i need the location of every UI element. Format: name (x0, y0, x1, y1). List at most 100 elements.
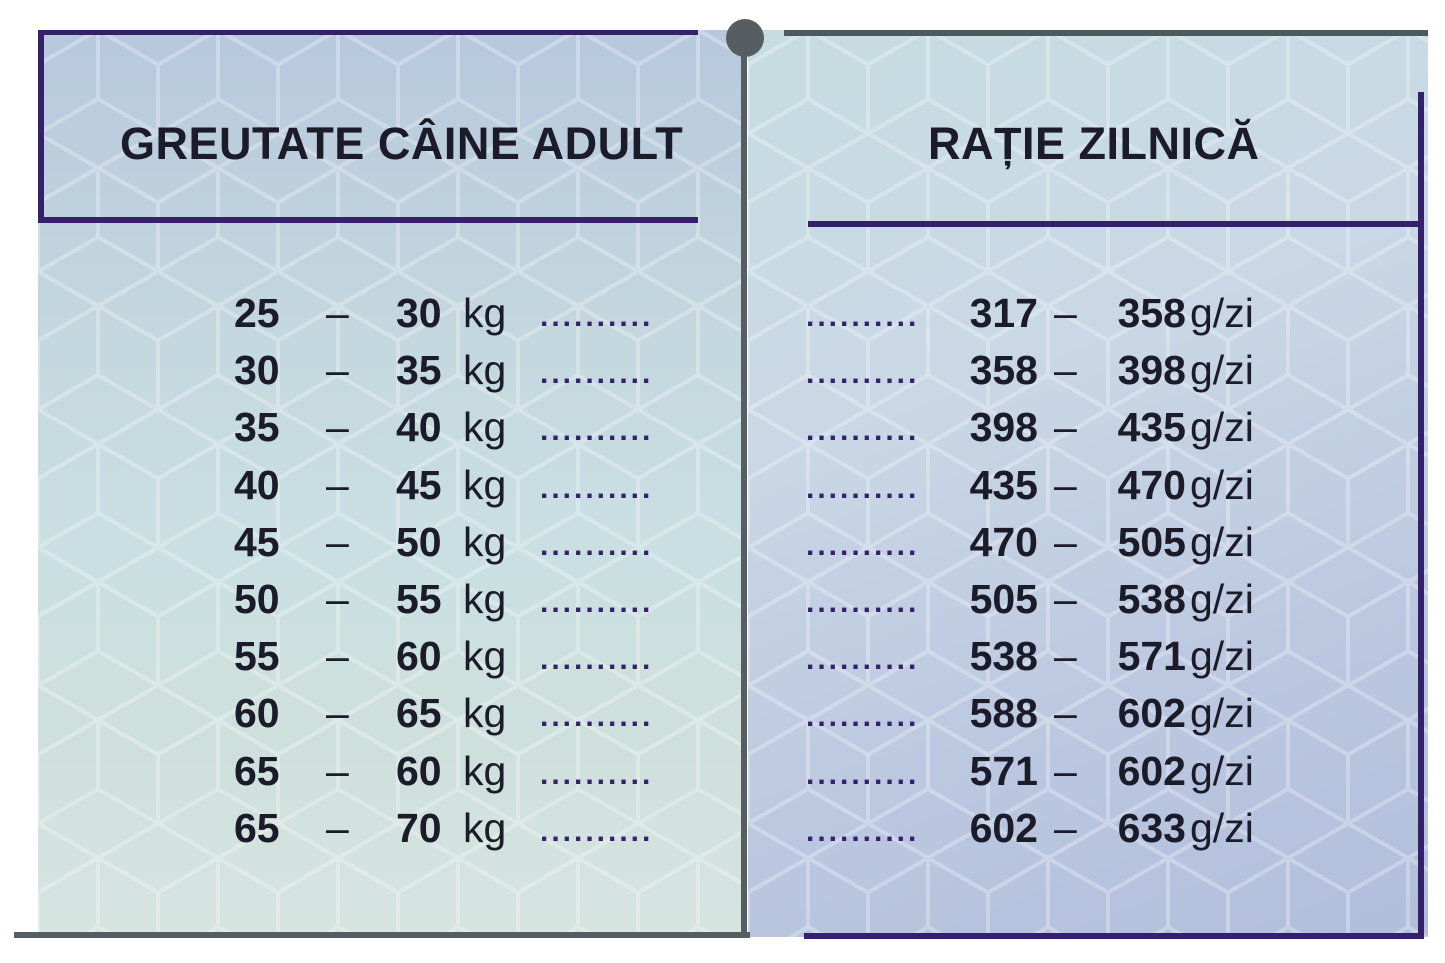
table-row: 30–35 kg.................... 358–398 g/zi (0, 347, 1445, 403)
leader-dots-left: .......... (540, 528, 654, 562)
ration-from: 602 (969, 804, 1038, 851)
table-row: 65–60 kg.................... 571–602 g/zi (0, 748, 1445, 804)
left-header-frame (38, 30, 698, 223)
leader-dots-right: .......... (806, 471, 920, 505)
weight-from: 40 (234, 461, 280, 508)
header-dog-weight: GREUTATE CÂINE ADULT (120, 118, 684, 169)
leader-dots-right: .......... (806, 528, 920, 562)
ration-to: 633 (1117, 804, 1186, 851)
weight-dash: – (326, 347, 349, 394)
weight-dash: – (326, 690, 349, 737)
weight-to: 45 (396, 461, 442, 508)
weight-from: 60 (234, 690, 280, 737)
ration-to: 470 (1117, 461, 1186, 508)
weight-dash: – (326, 404, 349, 451)
weight-unit: kg (463, 747, 507, 794)
leader-dots-right: .......... (806, 586, 920, 619)
right-top-border (784, 30, 1428, 36)
weight-to: 35 (396, 347, 442, 394)
weight-to: 60 (396, 633, 442, 680)
right-panel (748, 30, 1428, 937)
weight-unit: kg (463, 690, 507, 737)
weight-dash: – (326, 747, 349, 794)
weight-to: 30 (396, 290, 442, 336)
leader-dots-right: .......... (806, 700, 920, 734)
ration-from: 538 (969, 633, 1038, 680)
ration-unit: g/zi (1190, 461, 1254, 508)
ration-unit: g/zi (1190, 804, 1254, 851)
weight-from: 30 (234, 347, 280, 394)
table-row: 45–50 kg.................... 470–505 g/zi (0, 519, 1445, 575)
left-bottom-border (14, 932, 750, 938)
weight-unit: kg (463, 461, 507, 508)
weight-unit: kg (463, 576, 507, 622)
weight-dash: – (326, 576, 349, 622)
weight-from: 65 (234, 804, 280, 851)
ration-dash: – (1054, 747, 1077, 794)
ration-from: 317 (969, 290, 1038, 336)
ration-to: 602 (1117, 690, 1186, 737)
weight-unit: kg (463, 290, 507, 336)
weight-dash: – (326, 461, 349, 508)
ration-unit: g/zi (1190, 518, 1254, 565)
weight-from: 25 (234, 290, 280, 336)
weight-to: 60 (396, 747, 442, 794)
header-daily-ration: RAȚIE ZILNICĂ (928, 118, 1260, 169)
leader-dots-left: .......... (540, 643, 654, 677)
ration-unit: g/zi (1190, 633, 1254, 680)
table-row: 50–55 kg.................... 505–538 g/zi (0, 576, 1445, 632)
leader-dots-left: .......... (540, 700, 654, 734)
ration-dash: – (1054, 576, 1077, 622)
leader-dots-right: .......... (806, 757, 920, 791)
ration-to: 602 (1117, 747, 1186, 794)
ration-dash: – (1054, 804, 1077, 851)
left-panel (38, 30, 744, 937)
leader-dots-left: .......... (540, 757, 654, 791)
weight-to: 65 (396, 690, 442, 737)
right-bottom-border (804, 933, 1424, 939)
ration-to: 398 (1117, 347, 1186, 394)
ration-from: 358 (969, 347, 1038, 394)
right-header-underline (808, 221, 1424, 227)
table-row: 60–65 kg.................... 588–602 g/zi (0, 690, 1445, 746)
ration-from: 470 (969, 518, 1038, 565)
ration-from: 505 (969, 576, 1038, 622)
table-row: 25–30 kg.................... 317–358 g/zi (0, 290, 1445, 346)
right-header-side-border (1418, 92, 1424, 227)
ration-unit: g/zi (1190, 290, 1254, 336)
leader-dots-right: .......... (806, 300, 920, 333)
ration-from: 398 (969, 404, 1038, 451)
weight-to: 70 (396, 804, 442, 851)
weight-dash: – (326, 633, 349, 680)
weight-to: 55 (396, 576, 442, 622)
ration-to: 358 (1117, 290, 1186, 336)
weight-to: 40 (396, 404, 442, 451)
ration-dash: – (1054, 461, 1077, 508)
weight-dash: – (326, 518, 349, 565)
leader-dots-left: .......... (540, 586, 654, 619)
ration-dash: – (1054, 290, 1077, 336)
leader-dots-left: .......... (540, 814, 654, 848)
ration-from: 435 (969, 461, 1038, 508)
weight-from: 55 (234, 633, 280, 680)
cube-pattern (38, 30, 744, 937)
weight-unit: kg (463, 347, 507, 394)
leader-dots-right: .......... (806, 643, 920, 677)
ration-to: 505 (1117, 518, 1186, 565)
ration-unit: g/zi (1190, 690, 1254, 737)
table-row: 55–60 kg.................... 538–571 g/zi (0, 633, 1445, 689)
leader-dots-right: .......... (806, 414, 920, 448)
weight-from: 65 (234, 747, 280, 794)
table-row: 40–45 kg.................... 435–470 g/zi (0, 462, 1445, 518)
leader-dots-right: .......... (806, 814, 920, 848)
ration-from: 588 (969, 690, 1038, 737)
ration-unit: g/zi (1190, 576, 1254, 622)
ration-dash: – (1054, 633, 1077, 680)
ration-unit: g/zi (1190, 747, 1254, 794)
pin-icon (726, 19, 764, 57)
table-row: 65–70 kg.................... 602–633 g/zi (0, 805, 1445, 861)
table-row: 35–40 kg.................... 398–435 g/zi (0, 404, 1445, 460)
ration-to: 571 (1117, 633, 1186, 680)
weight-dash: – (326, 290, 349, 336)
ration-dash: – (1054, 347, 1077, 394)
